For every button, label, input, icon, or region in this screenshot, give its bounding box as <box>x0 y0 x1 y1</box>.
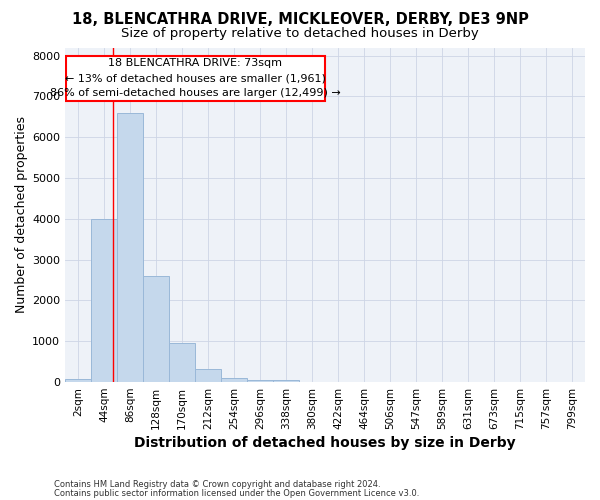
Y-axis label: Number of detached properties: Number of detached properties <box>15 116 28 314</box>
X-axis label: Distribution of detached houses by size in Derby: Distribution of detached houses by size … <box>134 436 516 450</box>
Text: Contains public sector information licensed under the Open Government Licence v3: Contains public sector information licen… <box>54 488 419 498</box>
Text: 18 BLENCATHRA DRIVE: 73sqm
← 13% of detached houses are smaller (1,961)
86% of s: 18 BLENCATHRA DRIVE: 73sqm ← 13% of deta… <box>50 58 340 98</box>
Bar <box>117 113 143 382</box>
Text: 18, BLENCATHRA DRIVE, MICKLEOVER, DERBY, DE3 9NP: 18, BLENCATHRA DRIVE, MICKLEOVER, DERBY,… <box>71 12 529 28</box>
Bar <box>247 380 273 382</box>
Bar <box>195 368 221 382</box>
Bar <box>221 378 247 382</box>
Bar <box>273 380 299 382</box>
Text: Contains HM Land Registry data © Crown copyright and database right 2024.: Contains HM Land Registry data © Crown c… <box>54 480 380 489</box>
Bar <box>169 344 195 382</box>
Bar <box>65 379 91 382</box>
Bar <box>91 219 117 382</box>
Bar <box>143 276 169 382</box>
Bar <box>65 56 325 100</box>
Text: Size of property relative to detached houses in Derby: Size of property relative to detached ho… <box>121 28 479 40</box>
